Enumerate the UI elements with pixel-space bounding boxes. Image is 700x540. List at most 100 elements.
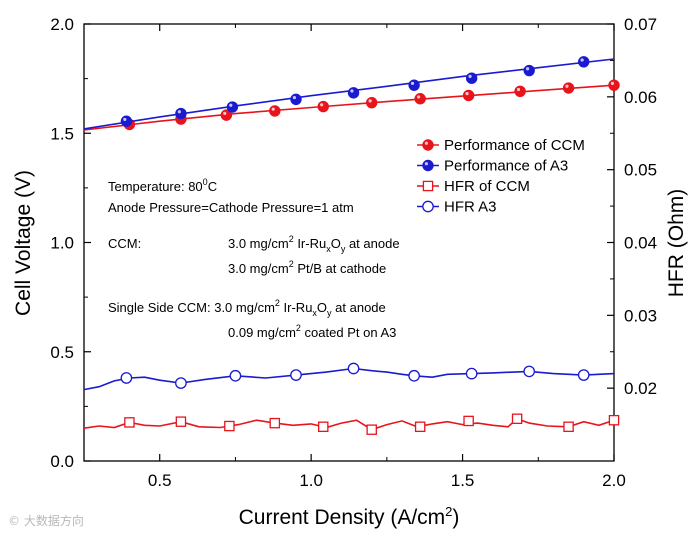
series-hfr-a3-point xyxy=(347,362,360,375)
x-axis-title-sup: 2 xyxy=(445,504,452,519)
series-hfr-a3-point xyxy=(175,377,187,389)
series-performance-of-ccm-point xyxy=(514,85,526,97)
legend: Performance of CCM Performance of A3 HFR o… xyxy=(417,137,585,216)
y-tick-label: 1.5 xyxy=(50,124,74,143)
series-hfr-of-ccm-point xyxy=(608,414,620,426)
series-performance-of-a3-point-highlight xyxy=(410,81,415,85)
y-tick-label: 0.0 xyxy=(50,452,74,471)
series-performance-of-ccm-point-body xyxy=(414,93,426,105)
x-tick-label: 2.0 xyxy=(602,471,626,490)
y2-tick-label: 0.03 xyxy=(624,306,657,325)
series-performance-of-a3-point xyxy=(408,79,420,91)
series-performance-of-a3-point-body xyxy=(408,79,420,91)
series-performance-of-a3-point-highlight xyxy=(123,117,127,122)
legend-swatch-marker-body xyxy=(422,139,434,151)
single-line2-b: coated Pt on A3 xyxy=(301,325,396,340)
series-hfr-of-ccm-point xyxy=(563,421,574,433)
annotation-temperature: Temperature: 800C xyxy=(108,177,217,194)
series-performance-of-a3-point-body xyxy=(226,101,239,113)
x-tick-label: 1.5 xyxy=(451,471,475,490)
series-hfr-a3-point xyxy=(229,369,242,382)
y-axis-title: Cell Voltage (V) xyxy=(12,170,35,316)
y2-tick-label: 0.07 xyxy=(624,15,657,34)
ccm-line1-sub2: y xyxy=(341,244,346,254)
y2-tick-label: 0.04 xyxy=(624,234,657,253)
series-performance-of-ccm-point-body xyxy=(608,79,620,91)
legend-entry: HFR A3 xyxy=(417,199,497,216)
series-performance-of-a3-point-highlight xyxy=(229,103,233,107)
series-performance-of-a3-point xyxy=(226,101,239,113)
single-line1-sub1: x xyxy=(312,308,317,318)
ccm-line1-c: O xyxy=(331,236,341,251)
series-performance-of-a3-point xyxy=(465,72,478,84)
series-performance-of-ccm-point xyxy=(608,79,620,91)
annotation-ccm-label: CCM: xyxy=(108,236,141,251)
series-performance-of-a3-point xyxy=(578,56,590,68)
series-performance-of-a3-point-body xyxy=(523,64,535,77)
series-hfr-a3-point xyxy=(408,369,420,382)
annotation-block: Temperature: 800C Anode Pressure=Cathode… xyxy=(108,177,400,340)
legend-label: Performance of A3 xyxy=(444,158,568,175)
single-line1-d: at anode xyxy=(332,300,386,315)
series-performance-of-a3-point-highlight xyxy=(580,58,584,62)
series-performance-of-a3-point xyxy=(347,87,360,99)
annotation-ccm-line1: 3.0 mg/cm2 Ir-RuxOy at anode xyxy=(228,234,400,254)
annotation-temperature-sup: 0 xyxy=(203,177,208,187)
series-hfr-of-ccm-point xyxy=(224,420,235,432)
x-axis-title: Current Density (A/cm2) xyxy=(239,504,460,529)
series-performance-of-ccm-point-body xyxy=(269,105,281,117)
ccm-line2-b: Pt/B at cathode xyxy=(294,261,387,276)
legend-swatch-marker-highlight xyxy=(424,162,428,166)
legend-entry: Performance of CCM xyxy=(417,137,585,154)
series-performance-of-a3-point-body xyxy=(465,72,478,84)
series-hfr-a3-point xyxy=(523,365,536,378)
series-performance-of-ccm-point xyxy=(269,105,281,117)
series-performance-of-a3-point xyxy=(290,93,302,106)
ccm-line1-sub1: x xyxy=(326,244,331,254)
annotation-pressure: Anode Pressure=Cathode Pressure=1 atm xyxy=(108,200,354,215)
series-hfr-of-ccm-point xyxy=(124,417,135,428)
legend-entry: Performance of A3 xyxy=(417,158,568,175)
series-performance-of-a3-point xyxy=(523,64,535,77)
y-tick-label: 2.0 xyxy=(50,15,74,34)
single-line1-sub2: y xyxy=(327,308,332,318)
series-hfr-a3-point xyxy=(465,367,478,380)
ccm-line2-sup: 2 xyxy=(289,259,294,269)
series-performance-of-a3-point-highlight xyxy=(177,110,181,114)
legend-swatch-marker-highlight xyxy=(424,141,428,145)
series-performance-of-ccm-point-highlight xyxy=(368,99,372,103)
series-performance-of-ccm-point xyxy=(462,89,475,102)
series-performance-of-ccm-point xyxy=(366,96,378,109)
watermark: © 大数据方向 xyxy=(8,514,84,528)
series-performance-of-ccm-point-highlight xyxy=(610,81,615,85)
series-layer xyxy=(83,56,620,435)
series-performance-of-ccm-point-body xyxy=(562,82,575,94)
series-hfr-of-ccm-point xyxy=(511,413,523,425)
legend-swatch-marker xyxy=(422,139,434,151)
x-axis-title-close: ) xyxy=(452,506,459,529)
series-performance-of-a3-point-body xyxy=(290,93,302,106)
y2-tick-label: 0.06 xyxy=(624,88,657,107)
x-tick-label: 1.0 xyxy=(299,471,323,490)
series-hfr-a3 xyxy=(83,362,615,391)
ccm-line1-a: 3.0 mg/cm xyxy=(228,236,289,251)
single-line2-sup: 2 xyxy=(296,323,301,333)
y-axis-right: 0.02 0.03 0.04 0.05 0.06 0.07 xyxy=(607,15,657,426)
series-performance-of-ccm-point xyxy=(220,109,233,121)
ccm-line1-b: Ir-Ru xyxy=(294,236,327,251)
ccm-line1-d: at anode xyxy=(345,236,399,251)
series-performance-of-ccm-point-body xyxy=(462,89,475,102)
series-hfr-of-ccm-point xyxy=(318,421,329,433)
series-performance-of-ccm-point xyxy=(414,93,426,105)
single-line1-sup: 2 xyxy=(275,298,280,308)
single-line1-c: O xyxy=(317,300,327,315)
series-performance-of-ccm-point-body xyxy=(514,85,526,97)
series-performance-of-ccm-point-highlight xyxy=(223,111,227,115)
series-hfr-of-ccm-point xyxy=(366,424,377,435)
x-axis: 0.5 1.0 1.5 2.0 xyxy=(83,24,626,490)
series-performance-of-ccm-point-body xyxy=(366,96,378,109)
single-line2-a: 0.09 mg/cm xyxy=(228,325,296,340)
legend-swatch-marker xyxy=(422,200,434,213)
series-performance-of-ccm-point-body xyxy=(317,100,329,113)
